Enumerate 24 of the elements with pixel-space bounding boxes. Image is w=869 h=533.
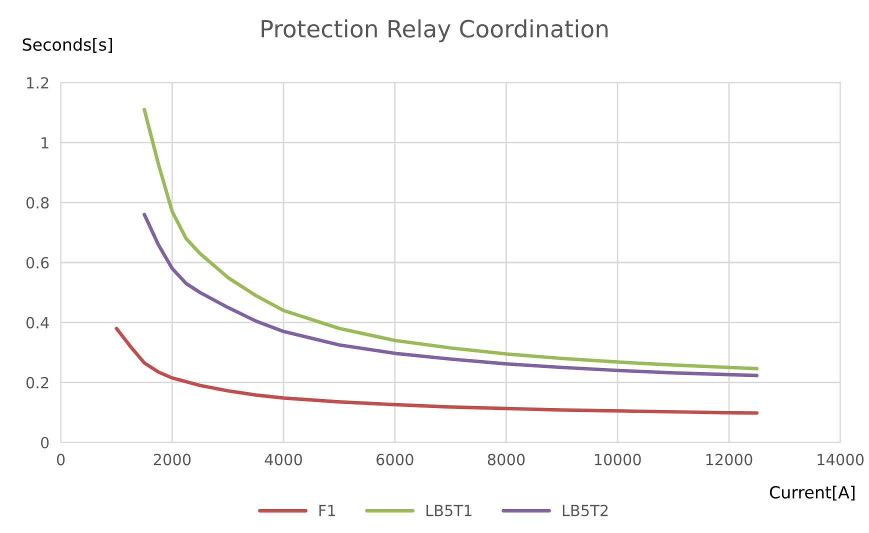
x-tick-label: 0 — [56, 454, 65, 466]
x-tick-label: 10000 — [594, 454, 641, 466]
legend-label: F1 — [319, 504, 335, 516]
line-series — [142, 212, 759, 378]
y-tick-label: 0.4 — [26, 316, 49, 328]
y-tick-label: 0.6 — [26, 256, 49, 269]
y-tick-label: 0 — [41, 436, 49, 448]
x-axis-title: Current[A] — [770, 486, 855, 501]
y-axis-title: Seconds[s] — [22, 38, 112, 53]
y-tick-label: 1.2 — [27, 77, 48, 88]
chart-title: Protection Relay Coordination — [262, 19, 608, 42]
y-tick-label: 0.2 — [26, 376, 48, 388]
x-tick-label: 2000 — [154, 454, 191, 466]
x-tick-label: 12000 — [706, 454, 752, 466]
legend-label: LB5T1 — [426, 504, 472, 516]
legend-label: LB5T2 — [562, 504, 608, 516]
x-tick-label: 14000 — [818, 454, 864, 466]
x-tick-label: 6000 — [376, 454, 414, 466]
line-series — [142, 108, 759, 370]
x-tick-label: 4000 — [264, 454, 302, 466]
y-tick-label: 0.8 — [26, 197, 49, 209]
y-tick-label: 1 — [42, 137, 48, 148]
line-series — [114, 326, 759, 415]
x-tick-label: 8000 — [488, 454, 525, 466]
